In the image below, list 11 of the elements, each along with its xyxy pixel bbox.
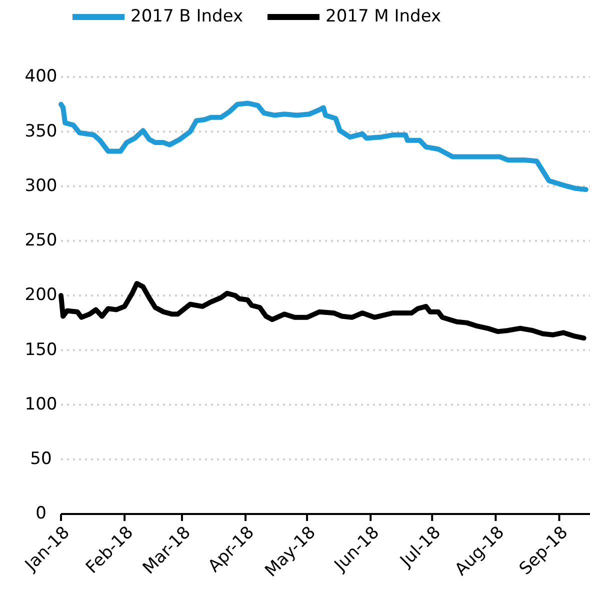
- y-tick-label: 150: [24, 340, 58, 360]
- y-tick-label: 350: [24, 121, 58, 142]
- y-tick-label: 50: [30, 449, 52, 470]
- y-tick-label: 400: [24, 66, 58, 87]
- y-tick-label: 250: [24, 230, 58, 251]
- y-tick-label: 100: [24, 394, 58, 414]
- y-tick-label: 200: [24, 285, 58, 306]
- y-tick-label: 0: [36, 504, 46, 524]
- legend-label: 2017 M Index: [326, 6, 442, 27]
- y-tick-label: 300: [24, 176, 58, 196]
- legend-label: 2017 B Index: [130, 6, 244, 27]
